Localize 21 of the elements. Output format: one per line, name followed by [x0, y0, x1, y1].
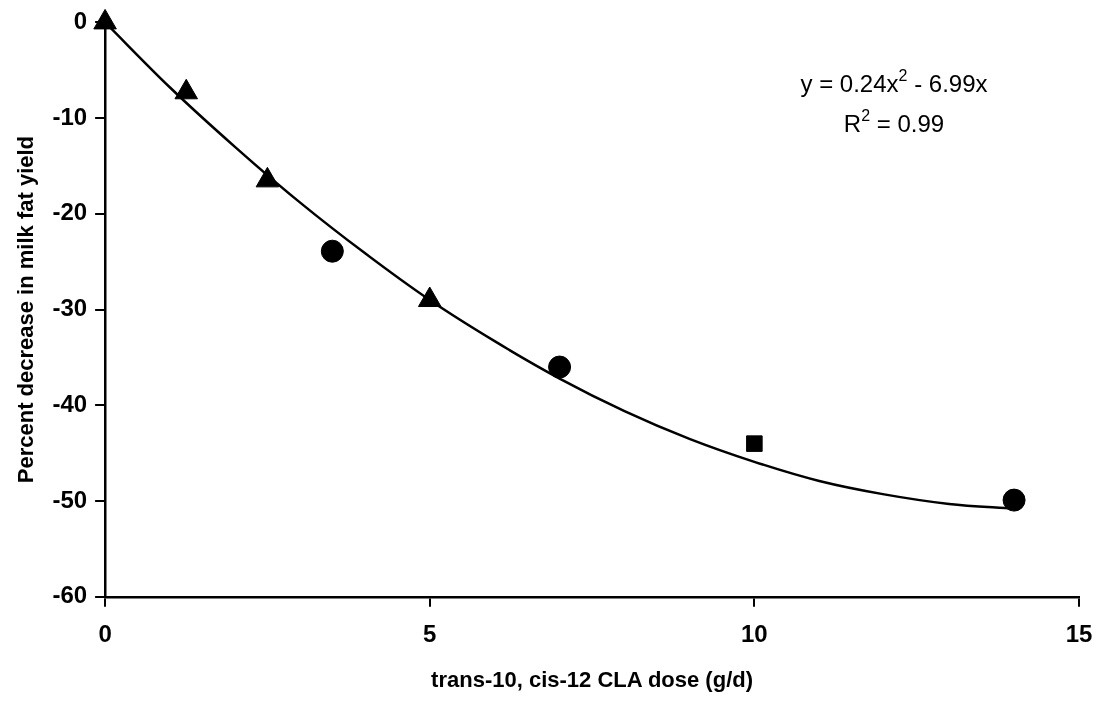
point — [174, 78, 199, 100]
point — [1002, 488, 1026, 512]
y-axis-title: Percent decrease in milk fat yield — [13, 135, 39, 484]
point — [320, 239, 344, 263]
y-tick-label: -20 — [52, 198, 88, 226]
y-tick-label: -10 — [52, 102, 88, 130]
point — [93, 8, 117, 30]
y-tick-label: -40 — [52, 389, 88, 417]
y-tick-label: 0 — [73, 7, 88, 35]
point — [417, 286, 442, 308]
x-tick-label: 10 — [741, 619, 768, 647]
y-tick-label: -30 — [52, 294, 88, 322]
point — [255, 166, 280, 188]
x-axis-title: trans-10, cis-12 CLA dose (g/d) — [431, 666, 753, 692]
x-tick-label: 0 — [98, 619, 112, 647]
point — [548, 355, 572, 379]
y-tick-label: -50 — [52, 485, 88, 513]
y-tick-label: -60 — [52, 581, 88, 609]
point — [746, 435, 763, 452]
x-tick-label: 5 — [423, 619, 437, 647]
x-tick-label: 15 — [1065, 619, 1093, 647]
